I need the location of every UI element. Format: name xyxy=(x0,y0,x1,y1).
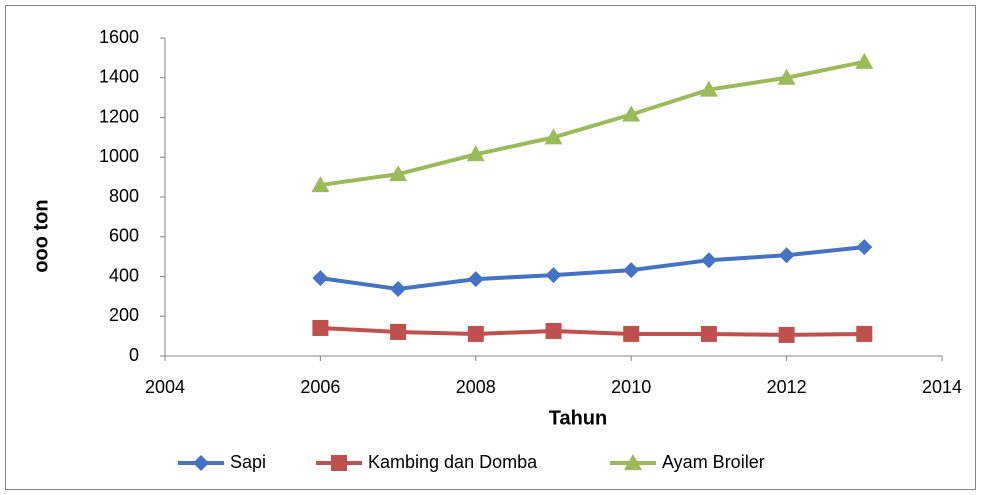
marker xyxy=(193,455,209,471)
marker xyxy=(700,252,717,269)
marker xyxy=(622,105,641,122)
marker xyxy=(777,68,796,85)
marker xyxy=(855,52,874,69)
legend-label: Kambing dan Domba xyxy=(368,452,538,472)
y-tick-label: 200 xyxy=(109,305,139,325)
x-tick-label: 2006 xyxy=(300,377,340,397)
series-line xyxy=(320,325,865,337)
x-tick-label: 2008 xyxy=(456,377,496,397)
marker xyxy=(544,128,563,145)
x-tick-label: 2010 xyxy=(611,377,651,397)
series-line xyxy=(320,59,865,188)
chart-border xyxy=(5,5,976,490)
x-tick-label: 2014 xyxy=(922,377,962,397)
y-tick-label: 600 xyxy=(109,226,139,246)
y-tick-label: 0 xyxy=(129,345,139,365)
y-tick-label: 1400 xyxy=(99,67,139,87)
marker xyxy=(700,325,717,342)
marker xyxy=(856,239,873,256)
marker xyxy=(331,455,347,471)
x-axis-label: Tahun xyxy=(549,407,608,429)
y-tick-label: 800 xyxy=(109,186,139,206)
legend-label: Sapi xyxy=(230,452,266,472)
y-tick-label: 1000 xyxy=(99,146,139,166)
y-tick-label: 1200 xyxy=(99,106,139,126)
marker xyxy=(390,281,407,298)
marker xyxy=(312,270,329,287)
y-axis-label: ooo ton xyxy=(30,199,52,272)
x-tick-label: 2012 xyxy=(767,377,807,397)
marker xyxy=(467,271,484,288)
marker xyxy=(778,247,795,264)
y-tick-label: 1600 xyxy=(99,27,139,47)
marker xyxy=(699,80,718,97)
marker xyxy=(545,322,562,339)
marker xyxy=(778,326,795,343)
marker xyxy=(623,325,640,342)
marker xyxy=(545,267,562,284)
marker xyxy=(856,325,873,342)
marker xyxy=(624,454,642,470)
series-line xyxy=(320,245,865,292)
marker xyxy=(390,323,407,340)
marker xyxy=(467,325,484,342)
marker xyxy=(312,319,329,336)
marker xyxy=(389,165,408,182)
marker xyxy=(466,145,485,162)
x-tick-label: 2004 xyxy=(145,377,185,397)
legend-label: Ayam Broiler xyxy=(662,452,765,472)
marker xyxy=(311,176,330,193)
marker xyxy=(623,262,640,279)
y-tick-label: 400 xyxy=(109,265,139,285)
